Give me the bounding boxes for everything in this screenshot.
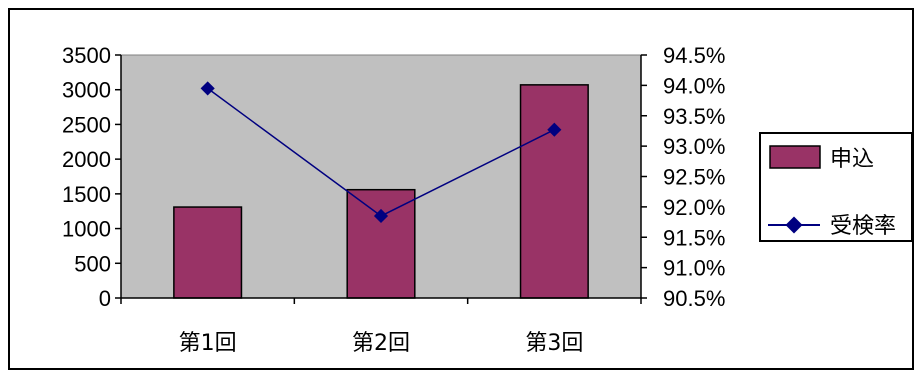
left-tick-label: 2000 [62,147,111,172]
legend-label-bar: 申込 [830,147,874,172]
category-label: 第3回 [525,331,583,356]
legend-marker-icon [785,216,803,234]
category-axis: 第1回 第2回 第3回 [120,297,642,356]
left-tick-label: 0 [99,286,111,311]
bar [173,206,243,299]
bar [519,84,589,299]
right-tick-label: 91.5% [663,225,725,250]
right-axis: 90.5% 91.0% 91.5% 92.0% 92.5% 93.0% 93.5% 94.0%… [640,43,725,311]
legend-label-line: 受検率 [830,214,896,239]
left-tick-label: 500 [74,251,111,276]
left-tick-label: 1500 [62,182,111,207]
left-tick-label: 3500 [62,43,111,68]
category-label: 第1回 [179,331,237,356]
right-tick-label: 91.0% [663,256,725,281]
legend: 申込 受検率 [759,132,913,242]
right-tick-label: 92.5% [663,165,725,190]
data-point-marker [547,122,562,137]
legend-swatch-bar [769,145,821,169]
left-tick-label: 3000 [62,78,111,103]
right-tick-label: 93.5% [663,104,725,129]
right-tick-label: 90.5% [663,286,725,311]
left-tick-label: 2500 [62,112,111,137]
bar [346,188,416,299]
right-tick-label: 93.0% [663,134,725,159]
right-tick-label: 94.0% [663,73,725,98]
left-tick-label: 1000 [62,217,111,242]
right-tick-label: 92.0% [663,195,725,220]
data-point-marker [373,208,389,224]
right-tick-label: 94.5% [663,43,725,68]
left-axis: 0 500 1000 1500 2000 2500 3000 3500 [62,43,122,311]
bar-series [173,84,589,299]
category-label: 第2回 [352,331,410,356]
